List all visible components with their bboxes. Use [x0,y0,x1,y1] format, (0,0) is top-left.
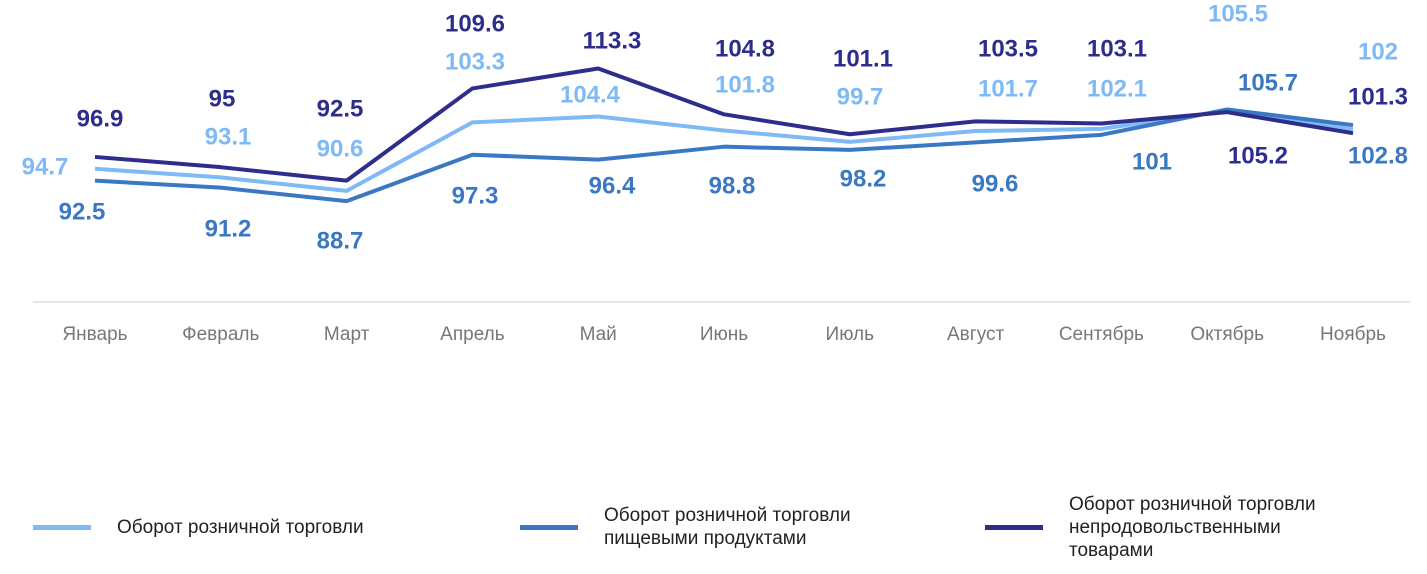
legend-item: Оборот розничной торговли [33,480,393,574]
legend-swatch [520,524,578,530]
legend-label: Оборот розничной торговли пищевыми проду… [604,505,851,549]
x-tick-label: Март [324,324,370,345]
legend-item: Оборот розничной торговли непродовольств… [985,480,1345,574]
data-label: 101.3 [1348,83,1408,110]
data-label: 90.6 [317,135,364,162]
data-label: 96.9 [77,105,124,132]
data-label: 95 [209,85,236,112]
data-label: 104.4 [560,81,621,108]
legend-label: Оборот розничной торговли непродовольств… [1069,493,1316,561]
data-label: 103.5 [978,35,1038,62]
data-label: 88.7 [317,227,364,254]
legend-swatch [985,524,1043,530]
data-label: 101.8 [715,71,775,98]
legend-label: Оборот розничной торговли [117,516,364,538]
data-label: 101.1 [833,45,893,72]
data-label: 99.7 [837,83,884,110]
data-label: 104.8 [715,35,775,62]
data-label: 96.4 [589,172,636,199]
data-label: 93.1 [205,123,252,150]
data-label: 105.7 [1238,69,1298,96]
x-tick-label: Июль [826,324,875,345]
series-line [94,66,1354,183]
data-label: 101.7 [978,75,1038,102]
legend-item: Оборот розничной торговли пищевыми проду… [520,480,900,574]
legend-swatch [33,524,91,530]
x-tick-label: Май [580,324,617,345]
data-label: 103.3 [445,48,505,75]
data-label: 105.2 [1228,142,1288,169]
x-tick-label: Август [947,324,1004,345]
x-tick-label: Январь [62,324,127,345]
series-line [94,107,1354,204]
data-label: 102.8 [1348,142,1408,169]
data-label: 94.7 [22,153,69,180]
data-label: 99.6 [972,170,1019,197]
data-label: 105.5 [1208,0,1268,27]
data-label: 113.3 [583,27,642,54]
data-label: 98.2 [840,165,887,192]
x-tick-label: Апрель [440,324,505,345]
data-label: 98.8 [709,172,756,199]
data-label: 102.1 [1087,75,1147,102]
chart: Январь Февраль Март Апрель Май Июнь Июль Август… [22,0,1410,345]
data-label: 103.1 [1087,35,1147,62]
x-tick-label: Ноябрь [1320,324,1386,345]
x-tick-label: Октябрь [1190,324,1264,345]
series-line [94,108,1354,193]
data-label: 92.5 [317,95,364,122]
data-label: 92.5 [59,198,106,225]
data-label: 109.6 [445,10,505,37]
data-label: 97.3 [452,182,499,209]
x-tick-label: Февраль [182,324,259,345]
data-label: 102 [1358,38,1398,65]
data-label: 101 [1132,148,1172,175]
x-tick-label: Сентябрь [1059,324,1144,345]
data-label: 91.2 [205,215,252,242]
x-tick-label: Июнь [700,324,748,345]
